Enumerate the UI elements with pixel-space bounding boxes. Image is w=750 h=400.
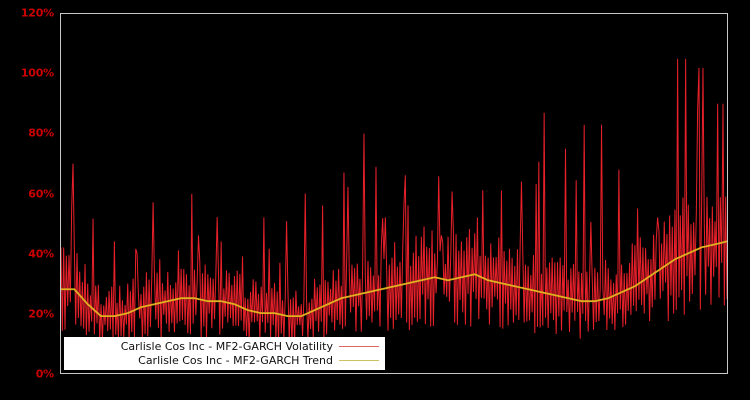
legend-swatch-trend	[339, 360, 379, 362]
legend-entry-trend: Carlisle Cos Inc - MF2-GARCH Trend	[64, 354, 379, 369]
volatility-series	[61, 58, 727, 345]
trend-line	[61, 240, 727, 318]
volatility-line	[61, 58, 727, 345]
chart-canvas	[61, 58, 727, 345]
legend-label-volatility: Carlisle Cos Inc - MF2-GARCH Volatility	[120, 339, 333, 353]
legend-entry-volatility: Carlisle Cos Inc - MF2-GARCH Volatility	[64, 339, 379, 354]
legend-swatch-volatility	[339, 345, 379, 347]
y-tick-0: 0%	[35, 367, 54, 381]
legend-label-trend: Carlisle Cos Inc - MF2-GARCH Trend	[138, 354, 333, 368]
y-tick-100: 100%	[20, 66, 54, 80]
plot-area	[60, 13, 728, 374]
y-tick-60: 60%	[28, 187, 54, 200]
y-tick-40: 40%	[28, 247, 54, 261]
y-tick-80: 80%	[28, 126, 54, 140]
y-tick-120: 120%	[20, 6, 54, 20]
chart-legend: Carlisle Cos Inc - MF2-GARCH Volatility …	[64, 337, 385, 370]
y-tick-20: 20%	[28, 307, 54, 321]
trend-series	[61, 240, 727, 318]
y-axis-tick-labels: 0% 20% 40% 60% 80% 100% 120%	[0, 0, 54, 400]
